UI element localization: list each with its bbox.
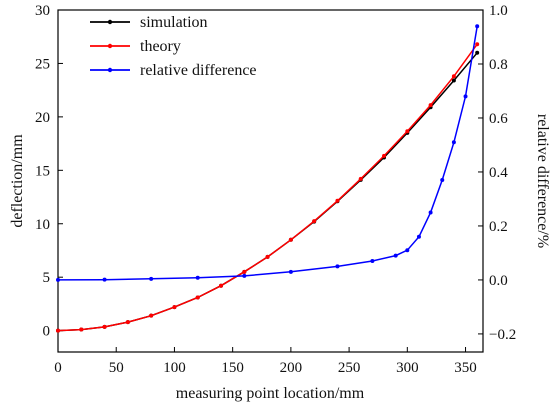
data-point-theory	[451, 74, 456, 79]
data-point-theory	[428, 103, 433, 108]
y2-tick-label: 0.6	[489, 111, 508, 127]
data-point-theory	[56, 328, 60, 333]
data-point-relative-difference	[195, 275, 200, 280]
y-tick-label: 30	[35, 3, 50, 19]
data-point-relative-difference	[242, 273, 247, 278]
plot-frame	[57, 9, 484, 353]
y2-tick-label: −0.2	[489, 327, 516, 343]
y2-tick-label: 0.4	[489, 165, 508, 181]
x-tick-label: 50	[109, 360, 124, 376]
series-theory	[56, 42, 480, 333]
legend-label-theory: theory	[140, 38, 181, 55]
data-point-relative-difference	[393, 253, 398, 258]
data-point-theory	[475, 42, 480, 47]
y-tick-label: 15	[35, 163, 50, 179]
data-point-theory	[102, 324, 107, 329]
x-tick-label: 300	[396, 360, 419, 376]
data-point-theory	[172, 305, 177, 310]
x-tick-label: 150	[221, 360, 244, 376]
x-tick-label: 200	[280, 360, 303, 376]
data-point-theory	[265, 254, 270, 259]
data-point-theory	[312, 219, 317, 224]
legend-marker-simulation	[107, 19, 113, 25]
legend-marker-theory	[107, 43, 113, 49]
y-tick-label: 10	[35, 217, 50, 233]
data-point-relative-difference	[370, 259, 375, 264]
data-point-theory	[405, 129, 410, 134]
series-layer	[56, 24, 480, 333]
legend-marker-relative-difference	[107, 67, 113, 73]
x-tick-label: 350	[454, 360, 477, 376]
series-relative-difference	[56, 24, 480, 282]
y2-tick-label: 0.2	[489, 219, 508, 235]
data-point-theory	[335, 198, 340, 203]
x-tick-label: 100	[163, 360, 186, 376]
data-point-theory	[149, 313, 154, 318]
y-tick-label: 5	[43, 270, 51, 286]
data-point-theory	[382, 153, 387, 158]
data-point-relative-difference	[288, 269, 293, 274]
legend: simulation theory relative difference	[90, 14, 257, 79]
x-axis-title: measuring point location/mm	[176, 385, 365, 402]
data-point-relative-difference	[428, 210, 433, 215]
data-point-theory	[242, 269, 247, 274]
y2-tick-label: 0.8	[489, 57, 508, 73]
series-line-relative-difference	[57, 26, 478, 281]
data-point-relative-difference	[416, 234, 421, 239]
y2-tick-label: 0.0	[489, 273, 508, 289]
data-point-theory	[358, 176, 363, 181]
data-point-relative-difference	[405, 248, 410, 253]
ticks: 0 50 100 150 200 250 300 350 0 5 10 15 20 25 30 −0.2 0.0…	[35, 3, 516, 376]
series-line-simulation	[57, 52, 478, 332]
data-point-simulation	[475, 50, 480, 55]
series-line-theory	[57, 43, 478, 332]
data-point-relative-difference	[440, 178, 445, 183]
series-simulation	[56, 50, 480, 333]
legend-label-relative-difference: relative difference	[140, 62, 257, 79]
y2-tick-label: 1.0	[489, 3, 508, 19]
data-point-simulation	[451, 78, 456, 83]
y2-axis-title: relative difference/%	[534, 114, 550, 248]
legend-label-simulation: simulation	[140, 14, 208, 31]
data-point-theory	[79, 327, 84, 332]
data-point-relative-difference	[102, 277, 107, 282]
data-point-theory	[219, 283, 224, 288]
x-tick-label: 250	[338, 360, 361, 376]
y-tick-label: 0	[43, 324, 51, 340]
data-point-theory	[288, 237, 293, 242]
y-axis-title: deflection/mm	[9, 134, 26, 228]
data-point-relative-difference	[475, 24, 480, 29]
data-point-relative-difference	[463, 94, 468, 99]
y-tick-label: 25	[35, 56, 50, 72]
data-point-relative-difference	[149, 276, 154, 281]
data-point-theory	[195, 295, 200, 300]
y-tick-label: 20	[35, 110, 50, 126]
data-point-theory	[125, 320, 130, 325]
x-tick-label: 0	[54, 360, 62, 376]
data-point-relative-difference	[335, 264, 340, 269]
data-point-relative-difference	[56, 277, 60, 282]
data-point-relative-difference	[451, 140, 456, 145]
